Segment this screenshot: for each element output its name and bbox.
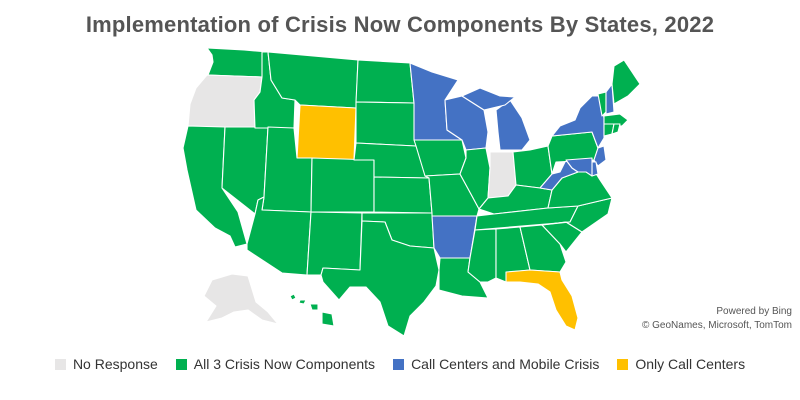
state-NM xyxy=(306,211,363,276)
map-attribution: Powered by Bing © GeoNames, Microsoft, T… xyxy=(642,305,792,333)
legend-swatch xyxy=(54,358,66,370)
powered-by-text: Powered by Bing xyxy=(716,306,792,317)
copyright-text: © GeoNames, Microsoft, TomTom xyxy=(642,320,792,331)
state-MI xyxy=(495,99,531,151)
legend-item-call-only: Only Call Centers xyxy=(617,356,745,372)
legend-label: All 3 Crisis Now Components xyxy=(193,356,376,372)
state-FL xyxy=(505,269,579,331)
state-NJ xyxy=(593,145,607,167)
map-legend: No Response All 3 Crisis Now Components Ca… xyxy=(0,356,800,372)
state-KS xyxy=(373,176,433,214)
legend-label: Only Call Centers xyxy=(635,356,746,372)
state-MD xyxy=(565,157,593,177)
legend-swatch xyxy=(175,358,187,370)
state-HI-3 xyxy=(309,303,319,311)
state-RI xyxy=(611,123,621,135)
state-HI-2 xyxy=(298,299,307,305)
state-MA xyxy=(603,113,629,127)
legend-label: Call Centers and Mobile Crisis xyxy=(411,356,600,372)
legend-item-call-mobile: Call Centers and Mobile Crisis xyxy=(393,356,599,372)
map-title: Implementation of Crisis Now Components … xyxy=(85,12,715,37)
legend-swatch xyxy=(617,358,629,370)
state-HI-4 xyxy=(321,311,335,327)
legend-label: No Response xyxy=(72,356,158,372)
state-TX xyxy=(320,220,440,337)
legend-item-all-three: All 3 Crisis Now Components xyxy=(175,356,376,372)
state-CO xyxy=(310,157,375,213)
state-WA xyxy=(206,47,269,78)
state-AK xyxy=(203,273,279,325)
state-WY xyxy=(296,104,357,161)
legend-swatch xyxy=(393,358,405,370)
state-NH xyxy=(605,83,615,115)
legend-item-no-response: No Response xyxy=(54,356,158,372)
state-MI-upper xyxy=(461,87,516,111)
state-ME xyxy=(611,59,641,105)
state-AR xyxy=(431,215,478,259)
state-OR xyxy=(187,74,263,129)
state-ND xyxy=(355,59,415,104)
state-HI xyxy=(289,293,297,301)
state-SD xyxy=(355,101,417,147)
